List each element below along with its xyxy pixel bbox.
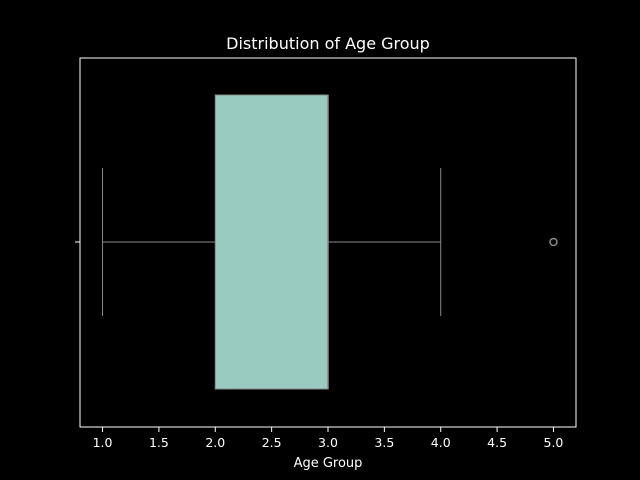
x-tick-label: 3.0 xyxy=(318,435,338,450)
x-tick-label: 2.5 xyxy=(262,435,282,450)
x-tick-label: 1.5 xyxy=(149,435,169,450)
outlier-point xyxy=(549,237,558,247)
x-axis-ticks: 1.0 1.5 2.0 2.5 3.0 3.5 4.0 4.5 5.0 xyxy=(93,427,564,450)
x-axis-label: Age Group xyxy=(294,456,363,471)
x-tick-label: 1.0 xyxy=(93,435,113,450)
chart-title: Distribution of Age Group xyxy=(226,34,430,53)
x-tick-label: 3.5 xyxy=(374,435,394,450)
x-tick-label: 5.0 xyxy=(544,435,564,450)
x-tick-label: 4.5 xyxy=(487,435,507,450)
box-iqr xyxy=(214,94,329,390)
x-tick-label: 4.0 xyxy=(431,435,451,450)
x-tick-label: 2.0 xyxy=(205,435,225,450)
box-plot-marks xyxy=(102,94,558,390)
